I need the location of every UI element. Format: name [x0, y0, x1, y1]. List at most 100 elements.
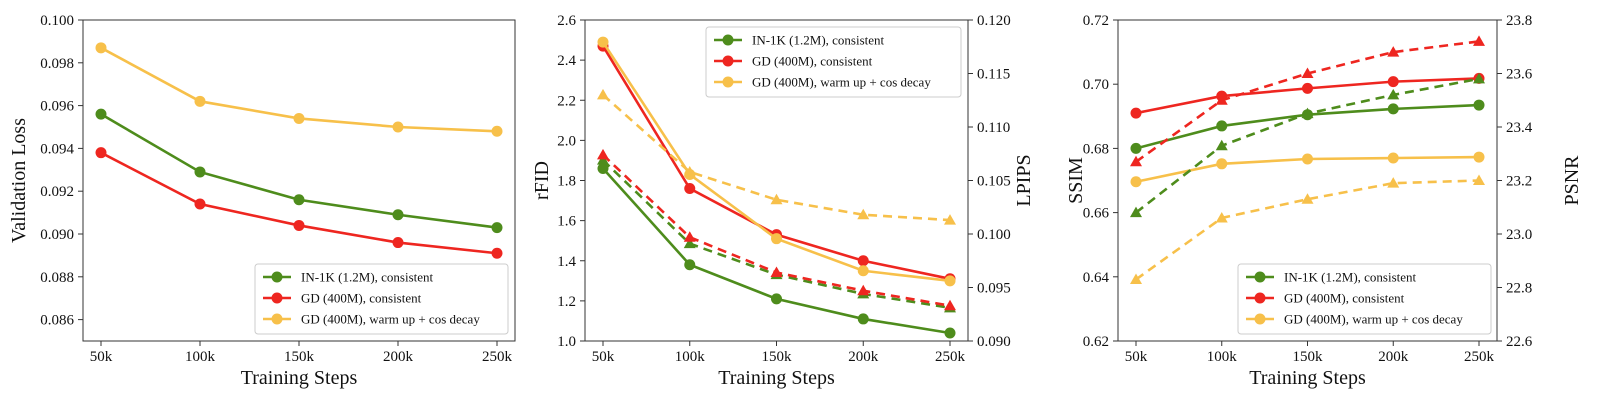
- legend-frame: [1237, 263, 1492, 335]
- y-tick-label: 0.086: [40, 313, 74, 329]
- legend: IN-1K (1.2M), consistent GD (400M), consi…: [705, 26, 962, 98]
- data-point: [684, 259, 696, 271]
- x-tick-label: 100k: [1207, 349, 1238, 365]
- data-point: [1130, 176, 1142, 188]
- legend-swatch-marker: [271, 313, 283, 325]
- data-point: [194, 166, 206, 178]
- data-point: [1215, 211, 1228, 223]
- x-tick-label: 250k: [482, 349, 513, 365]
- data-point: [684, 183, 696, 195]
- x-tick-label: 200k: [848, 349, 879, 365]
- legend: IN-1K (1.2M), consistent GD (400M), consi…: [254, 263, 509, 335]
- y-tick-label: 0.68: [1083, 141, 1109, 157]
- y-tick-label: 0.092: [40, 184, 74, 200]
- y-tick-label: 0.094: [40, 141, 74, 157]
- y2-tick-label: 0.120: [977, 13, 1011, 29]
- data-point: [293, 194, 305, 206]
- y2-tick-label: 22.8: [1506, 281, 1532, 297]
- data-point: [1473, 174, 1485, 185]
- y2-axis-title: LPIPS: [1013, 154, 1035, 206]
- data-point: [1216, 158, 1228, 170]
- data-point: [1302, 82, 1313, 94]
- x-tick-label: 50k: [592, 349, 615, 365]
- data-point: [597, 162, 609, 174]
- data-point: [1130, 273, 1142, 284]
- data-point: [1130, 142, 1142, 154]
- series-left-0: [95, 108, 503, 234]
- data-point: [857, 255, 869, 267]
- data-point: [683, 231, 696, 242]
- legend-swatch-marker: [271, 292, 283, 304]
- data-point: [491, 247, 503, 259]
- data-point: [491, 125, 503, 137]
- data-point: [293, 112, 305, 124]
- series-left-2: [95, 42, 503, 137]
- series-left-1: [1130, 72, 1485, 119]
- series-line: [1135, 77, 1480, 214]
- y2-tick-label: 23.2: [1506, 174, 1532, 190]
- data-point: [1216, 120, 1228, 132]
- legend-swatch-marker: [271, 271, 283, 283]
- data-point: [491, 222, 503, 234]
- y-tick-label: 2.4: [557, 53, 576, 69]
- data-point: [194, 95, 206, 107]
- series-left-1: [95, 147, 503, 259]
- data-point: [392, 237, 404, 249]
- chart-loss: 50k 100k 150k 200k 250k Training Steps 0.086 0.…: [8, 13, 516, 389]
- data-point: [770, 193, 783, 205]
- y-axis-title: rFID: [531, 161, 553, 200]
- series-line: [602, 93, 951, 222]
- legend-label: IN-1K (1.2M), consistent: [1284, 270, 1417, 285]
- data-point: [1215, 139, 1228, 151]
- legend-swatch-marker: [1254, 313, 1266, 325]
- y-tick-label: 1.2: [557, 294, 576, 310]
- data-point: [771, 293, 782, 305]
- data-point: [857, 265, 869, 277]
- y-axis-title: Validation Loss: [8, 118, 30, 243]
- legend-frame: [254, 263, 509, 335]
- data-point: [683, 165, 696, 177]
- data-point: [1387, 152, 1399, 164]
- y2-tick-label: 23.8: [1506, 13, 1532, 29]
- y2-tick-label: 23.0: [1506, 227, 1532, 243]
- y-tick-label: 0.70: [1083, 77, 1109, 93]
- data-point: [1473, 72, 1485, 84]
- data-point: [683, 237, 696, 249]
- series-left-2: [597, 36, 956, 287]
- x-tick-label: 100k: [675, 349, 706, 365]
- series-right-3: [1130, 72, 1485, 218]
- series-right-4: [597, 148, 956, 311]
- legend-swatch-marker: [722, 55, 734, 67]
- x-tick-label: 200k: [383, 349, 414, 365]
- data-point: [1387, 88, 1400, 100]
- x-tick-label: 150k: [1293, 349, 1324, 365]
- legend-swatch-marker: [722, 76, 734, 88]
- y-tick-label: 0.66: [1083, 206, 1110, 222]
- data-point: [392, 121, 404, 133]
- data-point: [194, 198, 206, 210]
- data-point: [95, 42, 107, 54]
- y-tick-label: 0.62: [1083, 334, 1109, 350]
- legend: IN-1K (1.2M), consistent GD (400M), consi…: [1237, 263, 1492, 335]
- data-point: [95, 108, 107, 120]
- data-point: [597, 148, 609, 160]
- y-tick-label: 0.088: [40, 270, 74, 286]
- data-point: [1473, 35, 1485, 46]
- series-right-4: [1130, 35, 1485, 167]
- legend-label: IN-1K (1.2M), consistent: [752, 33, 885, 48]
- y-tick-label: 1.6: [557, 214, 576, 230]
- y-tick-label: 1.4: [557, 254, 576, 270]
- y-tick-label: 0.72: [1083, 13, 1109, 29]
- series-left-0: [597, 162, 956, 339]
- data-point: [1387, 46, 1400, 57]
- y-axis-title: SSIM: [1065, 157, 1087, 204]
- data-point: [857, 284, 870, 296]
- data-point: [944, 299, 956, 311]
- x-tick-label: 250k: [1464, 349, 1495, 365]
- y-tick-label: 1.0: [557, 334, 576, 350]
- data-point: [1387, 76, 1399, 88]
- y-tick-label: 0.098: [40, 56, 74, 72]
- y-tick-label: 2.6: [557, 13, 576, 29]
- data-point: [857, 208, 870, 220]
